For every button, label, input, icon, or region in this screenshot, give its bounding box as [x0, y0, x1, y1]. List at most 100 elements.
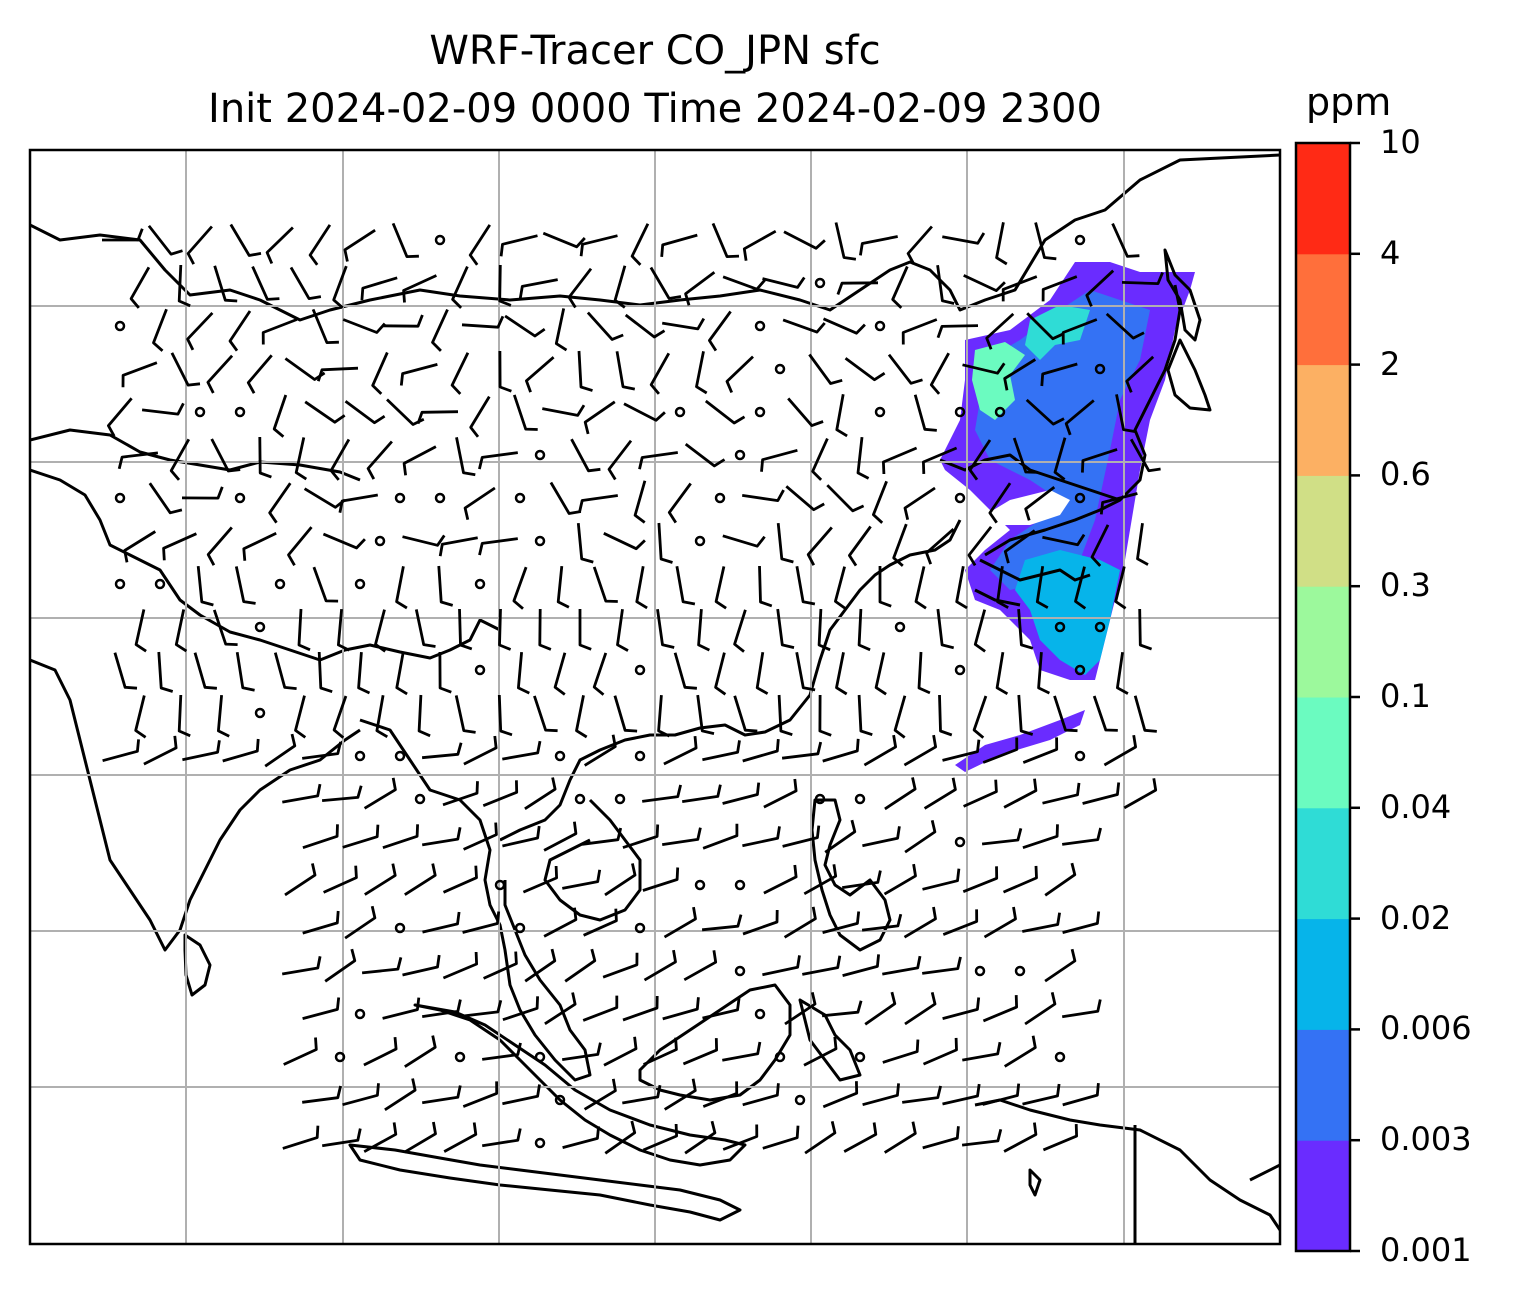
wind-barb: [781, 741, 823, 760]
wind-barb: [803, 1036, 838, 1067]
wind-barb: [338, 493, 379, 513]
wind-barb: [311, 308, 339, 344]
wind-barb: [804, 1120, 837, 1155]
wind-barb: [361, 957, 403, 975]
wind-barb: [169, 438, 191, 481]
wind-barb: [763, 864, 798, 895]
wind-barb: [258, 436, 272, 479]
calm-wind-marker: [234, 406, 246, 418]
wind-barb: [524, 948, 557, 983]
wind-barb: [461, 315, 505, 329]
calm-wind-marker: [954, 406, 966, 418]
wind-barb: [755, 651, 769, 695]
wind-barb: [883, 1121, 917, 1154]
calm-wind-marker: [354, 1008, 366, 1020]
wind-barb: [961, 1128, 1003, 1147]
calm-wind-marker: [354, 750, 366, 762]
wind-barb: [478, 537, 518, 556]
wind-barb: [842, 954, 880, 977]
wind-barb: [1121, 271, 1164, 285]
wind-barb: [702, 823, 739, 850]
calm-wind-marker: [1074, 664, 1086, 676]
wind-barb: [344, 905, 377, 940]
wind-barb: [714, 652, 727, 696]
wind-barb: [404, 863, 437, 896]
calm-wind-marker: [514, 922, 526, 934]
plume-tail: [955, 710, 1085, 772]
wind-barb: [901, 318, 938, 345]
wind-barb: [643, 949, 677, 982]
wind-barb: [824, 819, 857, 854]
wind-barb: [498, 350, 512, 393]
wind-barb: [697, 608, 711, 652]
wind-barb: [902, 1085, 942, 1104]
wind-barb: [936, 324, 979, 339]
wind-barb: [922, 1037, 958, 1066]
wind-barb: [1125, 355, 1155, 393]
calm-wind-marker: [694, 535, 706, 547]
wind-barb: [922, 446, 958, 474]
wind-barb: [567, 267, 593, 309]
calm-wind-marker: [334, 1051, 346, 1063]
wind-barb: [381, 314, 424, 328]
wind-barb: [302, 824, 339, 850]
wind-barb: [642, 784, 682, 803]
wind-barb: [657, 694, 671, 738]
wind-barb: [382, 824, 419, 850]
calm-wind-marker: [854, 793, 866, 805]
wind-barb: [616, 609, 629, 652]
wind-barb: [321, 785, 363, 802]
wind-barb: [1026, 312, 1065, 341]
wind-barb: [982, 995, 1018, 1023]
wind-barb: [711, 222, 740, 258]
colorbar-tick-label: 0.3: [1380, 566, 1431, 605]
calm-wind-marker: [734, 879, 746, 891]
calm-wind-marker: [534, 449, 546, 461]
colorbar-segment: [1296, 364, 1350, 476]
colorbar-tick-label: 0.1: [1380, 677, 1431, 715]
wind-barb: [162, 532, 197, 561]
wind-barb: [782, 825, 821, 848]
wind-barb: [461, 999, 503, 1018]
wind-barb: [762, 1125, 800, 1150]
calm-wind-marker: [354, 578, 366, 590]
wind-barb: [996, 566, 1009, 609]
wind-barb: [936, 265, 955, 305]
wind-barb: [1081, 448, 1118, 473]
wind-barb: [603, 532, 646, 551]
wind-barb: [421, 1085, 462, 1105]
colorbar-segment: [1296, 143, 1350, 255]
wind-barb: [967, 525, 993, 567]
wind-barb: [592, 652, 608, 696]
wind-barb: [917, 651, 931, 695]
wind-barb: [157, 651, 174, 693]
wind-barb: [196, 565, 214, 607]
wind-barb: [784, 991, 817, 1026]
wind-barb: [1090, 524, 1110, 567]
wind-barb: [942, 232, 986, 245]
calm-wind-marker: [494, 879, 506, 891]
colorbar-tick-label: 0.006: [1380, 1009, 1472, 1048]
wind-barb: [1062, 1082, 1100, 1107]
wind-barb: [826, 484, 865, 513]
wind-barb: [848, 525, 872, 567]
calm-wind-marker: [394, 492, 406, 504]
wind-barb: [478, 451, 518, 470]
wind-barb: [862, 1083, 900, 1107]
wind-barb: [421, 999, 462, 1018]
wind-barb: [342, 318, 386, 334]
wind-barb: [261, 318, 298, 345]
wind-barb: [332, 695, 348, 739]
wind-barb: [282, 783, 322, 804]
wind-barb: [1062, 827, 1102, 846]
calm-wind-marker: [274, 578, 286, 590]
calm-wind-marker: [634, 922, 646, 934]
wind-barb: [733, 695, 758, 733]
wind-barb: [213, 265, 238, 303]
wind-barb: [963, 779, 998, 808]
wind-barb: [1022, 824, 1059, 850]
wind-barb: [512, 566, 528, 610]
wind-barb: [684, 271, 716, 306]
wind-barb: [742, 229, 777, 261]
